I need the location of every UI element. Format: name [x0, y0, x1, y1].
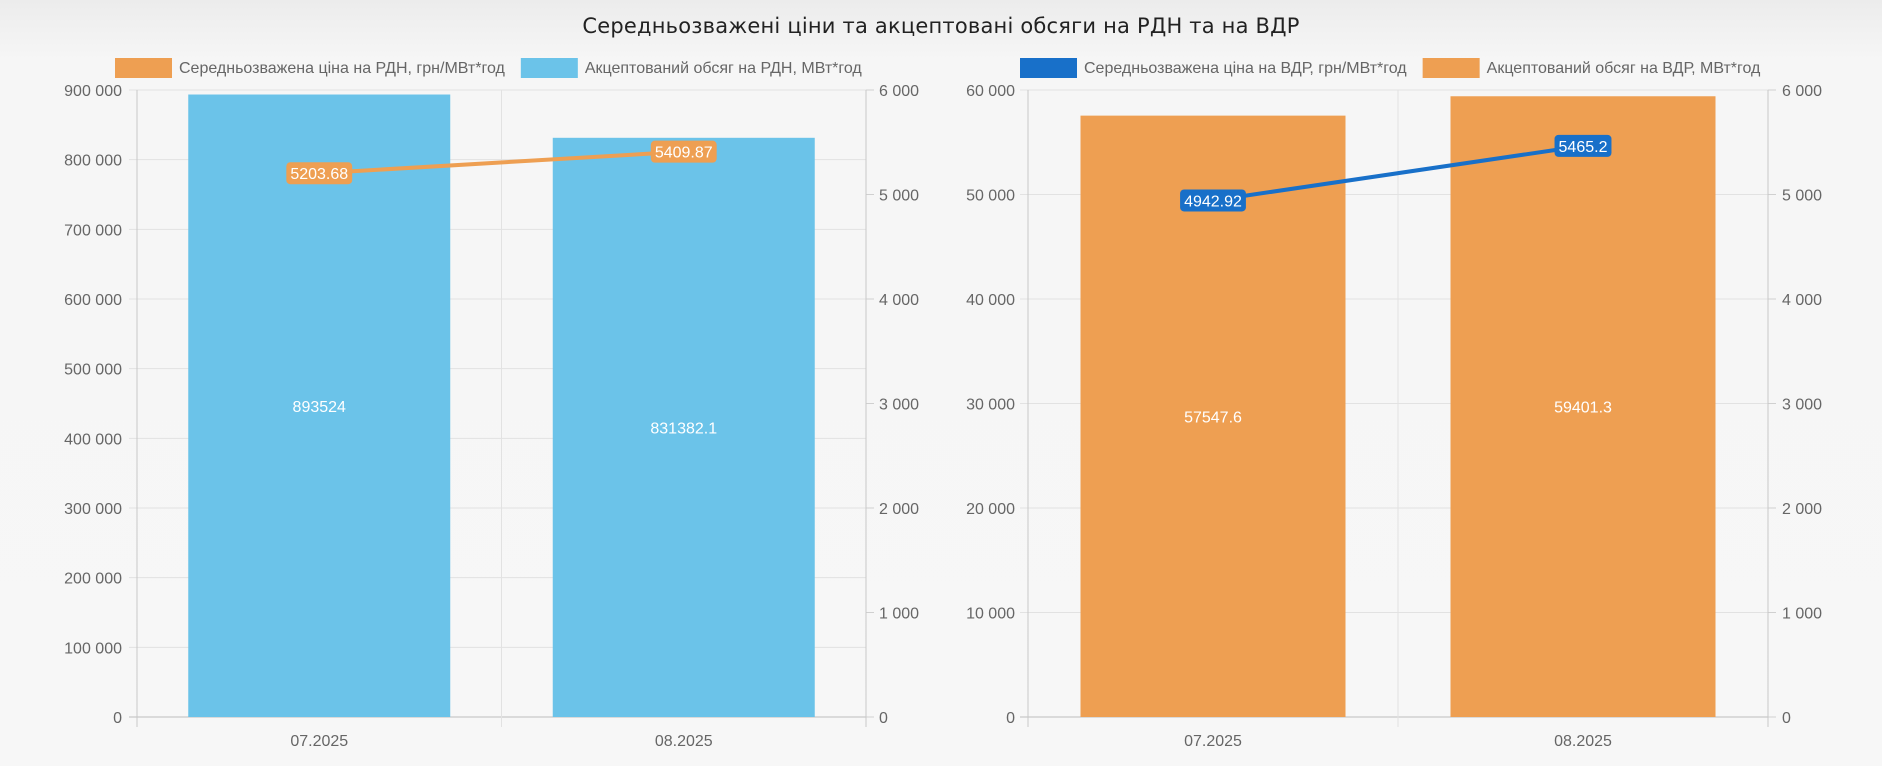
right-axis-tick-label: 6 000 [879, 83, 919, 100]
point-value-label: 4942.92 [1184, 193, 1242, 210]
right-axis-tick-label: 4 000 [879, 292, 919, 309]
left-axis-tick-label: 900 000 [64, 83, 122, 100]
point-value-label: 5409.87 [655, 145, 713, 162]
right-axis-tick-label: 1 000 [879, 606, 919, 623]
left-axis-tick-label: 200 000 [64, 571, 122, 588]
left-axis-tick-label: 40 000 [966, 292, 1015, 309]
left-axis-tick-label: 600 000 [64, 292, 122, 309]
point-value-label: 5465.2 [1559, 139, 1608, 156]
line-point[interactable]: 4942.92 [1180, 189, 1246, 212]
legend-item[interactable]: Акцептований обсяг на ВДР, МВт*год [1422, 58, 1761, 78]
legend-swatch [1422, 58, 1480, 78]
x-axis-tick-label: 07.2025 [1184, 733, 1242, 750]
right-axis-tick-label: 5 000 [1782, 188, 1822, 205]
right-axis-tick-label: 3 000 [1782, 397, 1822, 414]
right-axis-tick-label: 3 000 [879, 397, 919, 414]
chart-1: Середньозважена ціна на РДН, грн/МВт*год… [64, 58, 919, 750]
line-point[interactable]: 5409.87 [650, 140, 717, 163]
left-axis-tick-label: 400 000 [64, 431, 122, 448]
right-axis-tick-label: 4 000 [1782, 292, 1822, 309]
point-label-background [1180, 189, 1246, 212]
point-value-label: 5203.68 [290, 166, 348, 183]
line-point[interactable]: 5465.2 [1554, 134, 1612, 157]
point-label-background [1554, 134, 1612, 157]
left-axis-tick-label: 800 000 [64, 153, 122, 170]
line-series [319, 149, 684, 176]
right-axis-tick-label: 0 [879, 710, 888, 727]
right-axis-tick-label: 1 000 [1782, 606, 1822, 623]
x-axis-tick-label: 08.2025 [1554, 733, 1612, 750]
right-axis-tick-label: 2 000 [1782, 501, 1822, 518]
left-axis-tick-label: 0 [1006, 710, 1015, 727]
bar-value-label: 893524 [293, 399, 346, 416]
left-axis-tick-label: 30 000 [966, 397, 1015, 414]
legend-label: Середньозважена ціна на РДН, грн/МВт*год [179, 60, 505, 77]
left-axis-tick-label: 60 000 [966, 83, 1015, 100]
bar-value-label: 57547.6 [1184, 409, 1242, 426]
legend-label: Середньозважена ціна на ВДР, грн/МВт*год [1084, 60, 1407, 77]
left-axis-tick-label: 100 000 [64, 640, 122, 657]
left-axis-tick-label: 0 [113, 710, 122, 727]
legend-item[interactable]: Середньозважена ціна на ВДР, грн/МВт*год [1020, 58, 1407, 78]
left-axis-tick-label: 500 000 [64, 362, 122, 379]
bar[interactable] [1450, 96, 1716, 718]
legend-item[interactable]: Середньозважена ціна на РДН, грн/МВт*год [115, 58, 505, 78]
line-series [1212, 143, 1584, 203]
left-axis-tick-label: 10 000 [966, 606, 1015, 623]
x-axis-tick-label: 07.2025 [290, 733, 348, 750]
legend-swatch [1020, 58, 1077, 78]
bar[interactable] [188, 94, 451, 718]
page-title: Середньозважені ціни та акцептовані обся… [582, 14, 1300, 38]
legend-label: Акцептований обсяг на ВДР, МВт*год [1487, 60, 1761, 77]
bar[interactable] [552, 137, 815, 717]
bar-value-label: 831382.1 [650, 420, 717, 437]
bar-value-label: 59401.3 [1554, 400, 1612, 417]
point-label-background [286, 162, 353, 185]
right-axis-tick-label: 5 000 [879, 188, 919, 205]
legend-item[interactable]: Акцептований обсяг на РДН, МВт*год [520, 58, 863, 78]
bar[interactable] [1080, 115, 1346, 718]
legend-swatch [520, 58, 578, 78]
right-axis-tick-label: 6 000 [1782, 83, 1822, 100]
x-axis-tick-label: 08.2025 [655, 733, 713, 750]
right-axis-tick-label: 2 000 [879, 501, 919, 518]
right-axis-tick-label: 0 [1782, 710, 1791, 727]
point-label-background [650, 140, 717, 163]
line-point[interactable]: 5203.68 [286, 162, 353, 185]
left-axis-tick-label: 20 000 [966, 501, 1015, 518]
left-axis-tick-label: 50 000 [966, 188, 1015, 205]
left-axis-tick-label: 300 000 [64, 501, 122, 518]
left-axis-tick-label: 700 000 [64, 222, 122, 239]
chart-2: Середньозважена ціна на ВДР, грн/МВт*год… [966, 58, 1822, 750]
legend-swatch [115, 58, 172, 78]
legend-label: Акцептований обсяг на РДН, МВт*год [585, 60, 863, 77]
